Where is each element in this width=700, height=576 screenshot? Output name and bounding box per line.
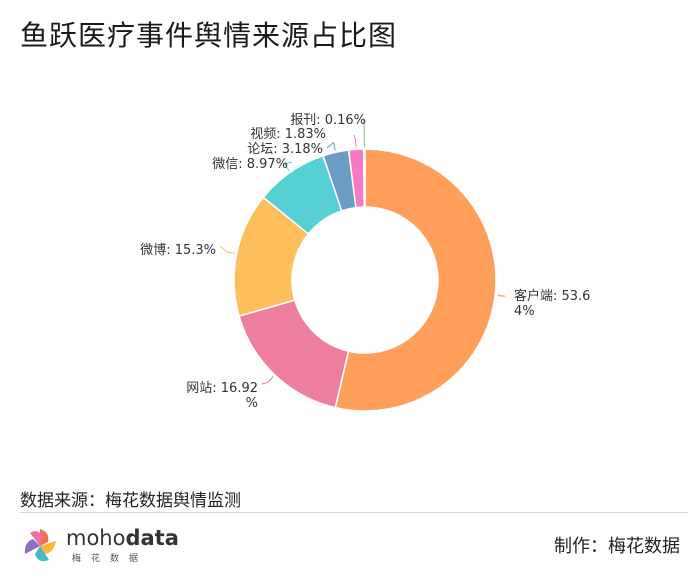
pinwheel-logo-icon bbox=[24, 529, 56, 562]
leader-line-微信 bbox=[283, 161, 293, 172]
slice-label-微信-0: 微信: 8.97% bbox=[212, 157, 288, 172]
slice-label-视频-0: 视频: 1.83% bbox=[250, 127, 326, 142]
slice-label-网站-1: % bbox=[246, 396, 258, 411]
slice-label-论坛-0: 论坛: 3.18% bbox=[247, 142, 323, 157]
slices-group bbox=[233, 148, 497, 412]
slice-label-客户端-0: 客户端: 53.6 bbox=[514, 288, 590, 304]
labels-group: 客户端: 53.64% 网站: 16.92% 微博: 15.3% 微信: 8.97%论… bbox=[140, 113, 590, 411]
footer-divider bbox=[20, 512, 688, 513]
leader-line-微博 bbox=[219, 245, 235, 254]
mohodata-logo: mohodata 梅花数据 bbox=[20, 524, 180, 568]
leader-line-客户端 bbox=[497, 294, 506, 297]
slice-label-客户端-1: 4% bbox=[514, 304, 535, 319]
logo-subtext: 梅花数据 bbox=[72, 554, 149, 564]
leader-line-视频 bbox=[353, 134, 357, 148]
data-source-note: 数据来源：梅花数据舆情监测 bbox=[20, 491, 241, 511]
logo-wordmark: mohodata bbox=[66, 526, 179, 550]
slice-label-报刊-0: 报刊: 0.16% bbox=[290, 113, 366, 128]
slice-报刊[interactable] bbox=[362, 148, 366, 208]
slice-客户端[interactable] bbox=[334, 148, 497, 412]
slice-label-网站-0: 网站: 16.92 bbox=[186, 381, 258, 396]
leader-line-论坛 bbox=[326, 141, 336, 151]
maker-credit: 制作：梅花数据 bbox=[554, 536, 680, 557]
leader-line-网站 bbox=[261, 376, 274, 385]
slice-label-微博-0: 微博: 15.3% bbox=[140, 243, 216, 258]
chart-title: 鱼跃医疗事件舆情来源占比图 bbox=[20, 19, 398, 52]
